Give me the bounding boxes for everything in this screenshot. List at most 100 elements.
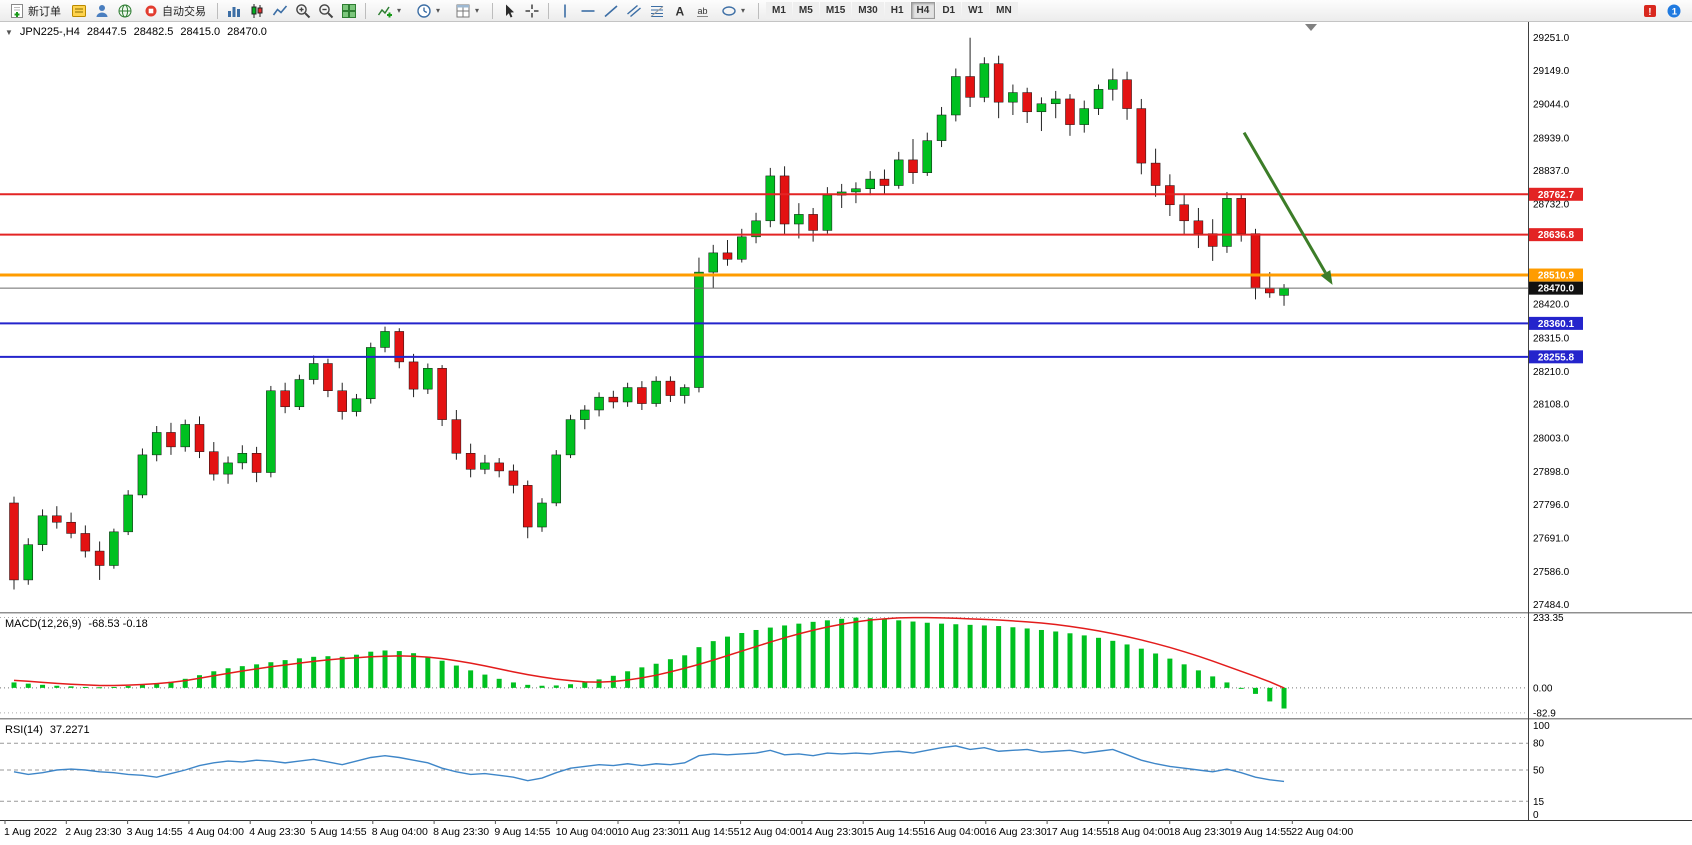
text-label-tool-button[interactable]: ab [692,1,714,20]
zoom-out-button[interactable] [315,1,337,20]
time-axis[interactable]: 1 Aug 2022 2 Aug 23:30 3 Aug 14:55 4 Aug 04… [4,820,1353,838]
timeframe-button-MN[interactable]: MN [990,2,1018,19]
templates-button[interactable]: ▾ [449,1,487,20]
community-button[interactable] [114,1,136,20]
macd-signal-line [13,616,1285,689]
svg-text:14 Aug 23:30: 14 Aug 23:30 [801,826,863,838]
price-badge [1529,350,1583,364]
svg-text:15: 15 [1533,797,1545,808]
new-order-label: 新订单 [28,5,61,18]
price-badge [1529,228,1583,242]
cursor-icon [506,4,514,17]
horizontal-line-tool-button[interactable] [577,1,599,20]
auto-trading-button[interactable]: 自动交易 [137,1,212,20]
timeframe-button-D1[interactable]: D1 [936,2,962,19]
cursor-tool-button[interactable] [498,1,520,20]
indicators-button[interactable]: ▾ [371,1,409,20]
timeframe-button-M30[interactable]: M30 [852,2,884,19]
level-lines[interactable] [0,193,1528,358]
text-icon: A [676,4,685,18]
auto-trading-label: 自动交易 [162,5,206,18]
notifications-button[interactable]: 1 [1663,1,1685,20]
svg-text:0: 0 [1533,810,1539,821]
timeframe-button-W1[interactable]: W1 [962,2,990,19]
timeframe-button-M5[interactable]: M5 [792,2,819,19]
svg-text:28762.7: 28762.7 [1538,190,1575,201]
chevron-down-icon: ▾ [396,6,401,15]
quotes-button[interactable] [68,1,90,20]
fibonacci-icon [650,5,664,17]
candlestick-icon [251,3,263,18]
svg-text:50: 50 [1533,766,1545,777]
svg-text:4 Aug 04:00: 4 Aug 04:00 [188,826,244,838]
svg-text:28210.0: 28210.0 [1533,367,1570,378]
svg-text:28003.0: 28003.0 [1533,433,1570,444]
profile-icon [96,4,108,17]
toolbar-separator [217,2,218,19]
trendline-tool-button[interactable] [600,1,622,20]
svg-text:5 Aug 14:55: 5 Aug 14:55 [311,826,367,838]
svg-text:27586.0: 27586.0 [1533,567,1570,578]
svg-text:19 Aug 14:55: 19 Aug 14:55 [1230,826,1292,838]
rsi-panel: 100 80 50 15 0 [0,721,1550,821]
fibonacci-tool-button[interactable] [646,1,668,20]
svg-text:28636.8: 28636.8 [1538,230,1575,241]
svg-text:3 Aug 14:55: 3 Aug 14:55 [127,826,183,838]
candles-layer [9,37,1289,590]
candlestick-chart-button[interactable] [246,1,268,20]
timeframe-button-H4[interactable]: H4 [910,2,936,19]
notification-count: 1 [1672,6,1678,17]
svg-text:18 Aug 23:30: 18 Aug 23:30 [1169,826,1231,838]
channel-icon [627,4,641,17]
auto-trading-icon [145,5,157,16]
svg-text:4 Aug 23:30: 4 Aug 23:30 [249,826,305,838]
shapes-tool-button[interactable]: ▾ [715,1,753,20]
svg-text:27484.0: 27484.0 [1533,600,1570,611]
svg-text:10 Aug 23:30: 10 Aug 23:30 [617,826,679,838]
svg-text:10 Aug 04:00: 10 Aug 04:00 [556,826,618,838]
crosshair-tool-button[interactable] [521,1,543,20]
svg-text:ab: ab [698,6,708,16]
svg-text:27691.0: 27691.0 [1533,533,1570,544]
collapse-icon[interactable]: ▼ [5,28,13,37]
timeframe-button-M15[interactable]: M15 [819,2,852,19]
svg-text:28420.0: 28420.0 [1533,300,1570,311]
globe-icon [118,4,132,17]
chart-shift-marker[interactable] [1305,24,1317,31]
channel-tool-button[interactable] [623,1,645,20]
bar-chart-button[interactable] [223,1,245,20]
svg-text:1 Aug 2022: 1 Aug 2022 [4,826,57,838]
timeframe-button-M1[interactable]: M1 [766,2,792,19]
chevron-down-icon: ▾ [435,6,440,15]
svg-text:100: 100 [1533,721,1550,732]
svg-text:8 Aug 04:00: 8 Aug 04:00 [372,826,428,838]
price-axis[interactable]: 29251.0 29149.0 29044.0 28939.0 28837.0 28732… [1529,33,1583,611]
zoom-in-button[interactable] [292,1,314,20]
timeframe-group: M1 M5 M15 M30 H1 H4 D1 W1 MN [766,2,1018,19]
price-chart-canvas[interactable]: 233.350.00-82.9100805015029251.029149.02… [0,22,1692,845]
alert-button[interactable]: ! [1639,1,1661,20]
tile-windows-button[interactable] [338,1,360,20]
svg-text:17 Aug 14:55: 17 Aug 14:55 [1046,826,1108,838]
new-order-button[interactable]: 新订单 [3,1,67,20]
vertical-line-tool-button[interactable] [554,1,576,20]
svg-text:29044.0: 29044.0 [1533,100,1570,111]
price-badge [1529,281,1583,295]
horizontal-line-icon [581,9,595,12]
zoom-in-icon [296,3,311,18]
price-badge [1529,316,1583,330]
periods-button[interactable]: ▾ [410,1,448,20]
profile-button[interactable] [91,1,113,20]
line-chart-button[interactable] [269,1,291,20]
svg-text:11 Aug 14:55: 11 Aug 14:55 [678,826,739,838]
trend-arrow-annotation[interactable] [1242,131,1333,285]
svg-text:29149.0: 29149.0 [1533,66,1570,77]
svg-text:28510.9: 28510.9 [1538,271,1575,282]
svg-text:16 Aug 04:00: 16 Aug 04:00 [924,826,986,838]
text-tool-button[interactable]: A [669,1,691,20]
svg-text:18 Aug 04:00: 18 Aug 04:00 [1107,826,1169,838]
svg-text:28939.0: 28939.0 [1533,133,1570,144]
svg-text:9 Aug 14:55: 9 Aug 14:55 [494,826,550,838]
timeframe-button-H1[interactable]: H1 [884,2,910,19]
svg-text:28360.1: 28360.1 [1538,319,1575,330]
